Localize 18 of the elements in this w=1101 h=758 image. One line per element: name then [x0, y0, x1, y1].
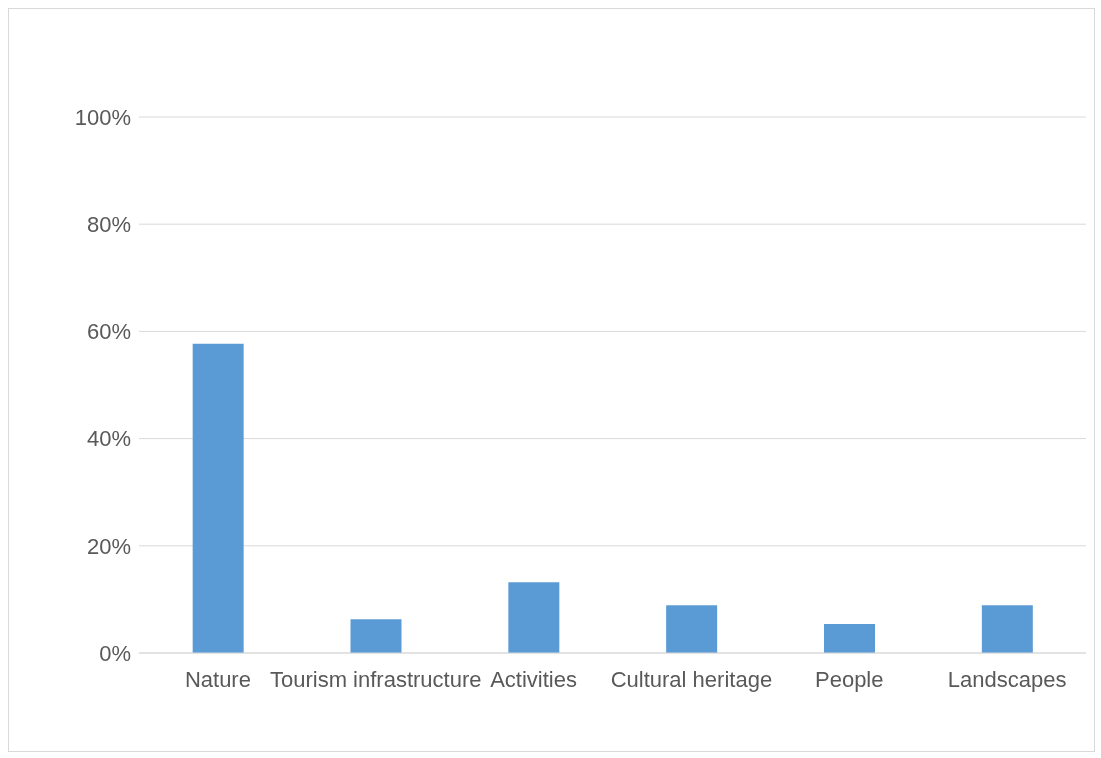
bar: [350, 619, 402, 653]
x-tick-label: Activities: [490, 666, 577, 692]
x-tick-label: People: [814, 666, 884, 692]
x-tick-label: Tourism infrastructure: [269, 666, 482, 692]
y-tick-label: 60%: [86, 319, 131, 345]
y-tick-label: 20%: [86, 533, 131, 559]
y-tick-label: 80%: [86, 212, 131, 238]
y-tick-label: 100%: [74, 104, 131, 130]
x-tick-label: Nature: [184, 666, 251, 692]
bar: [508, 582, 560, 653]
x-tick-label: Cultural heritage: [610, 666, 773, 692]
y-tick-label: 0%: [99, 640, 131, 666]
y-tick-label: 40%: [86, 426, 131, 452]
bar: [981, 605, 1033, 653]
bar: [666, 605, 718, 653]
bar: [192, 343, 244, 653]
x-tick-label: Landscapes: [947, 666, 1067, 692]
bar: [824, 624, 875, 653]
